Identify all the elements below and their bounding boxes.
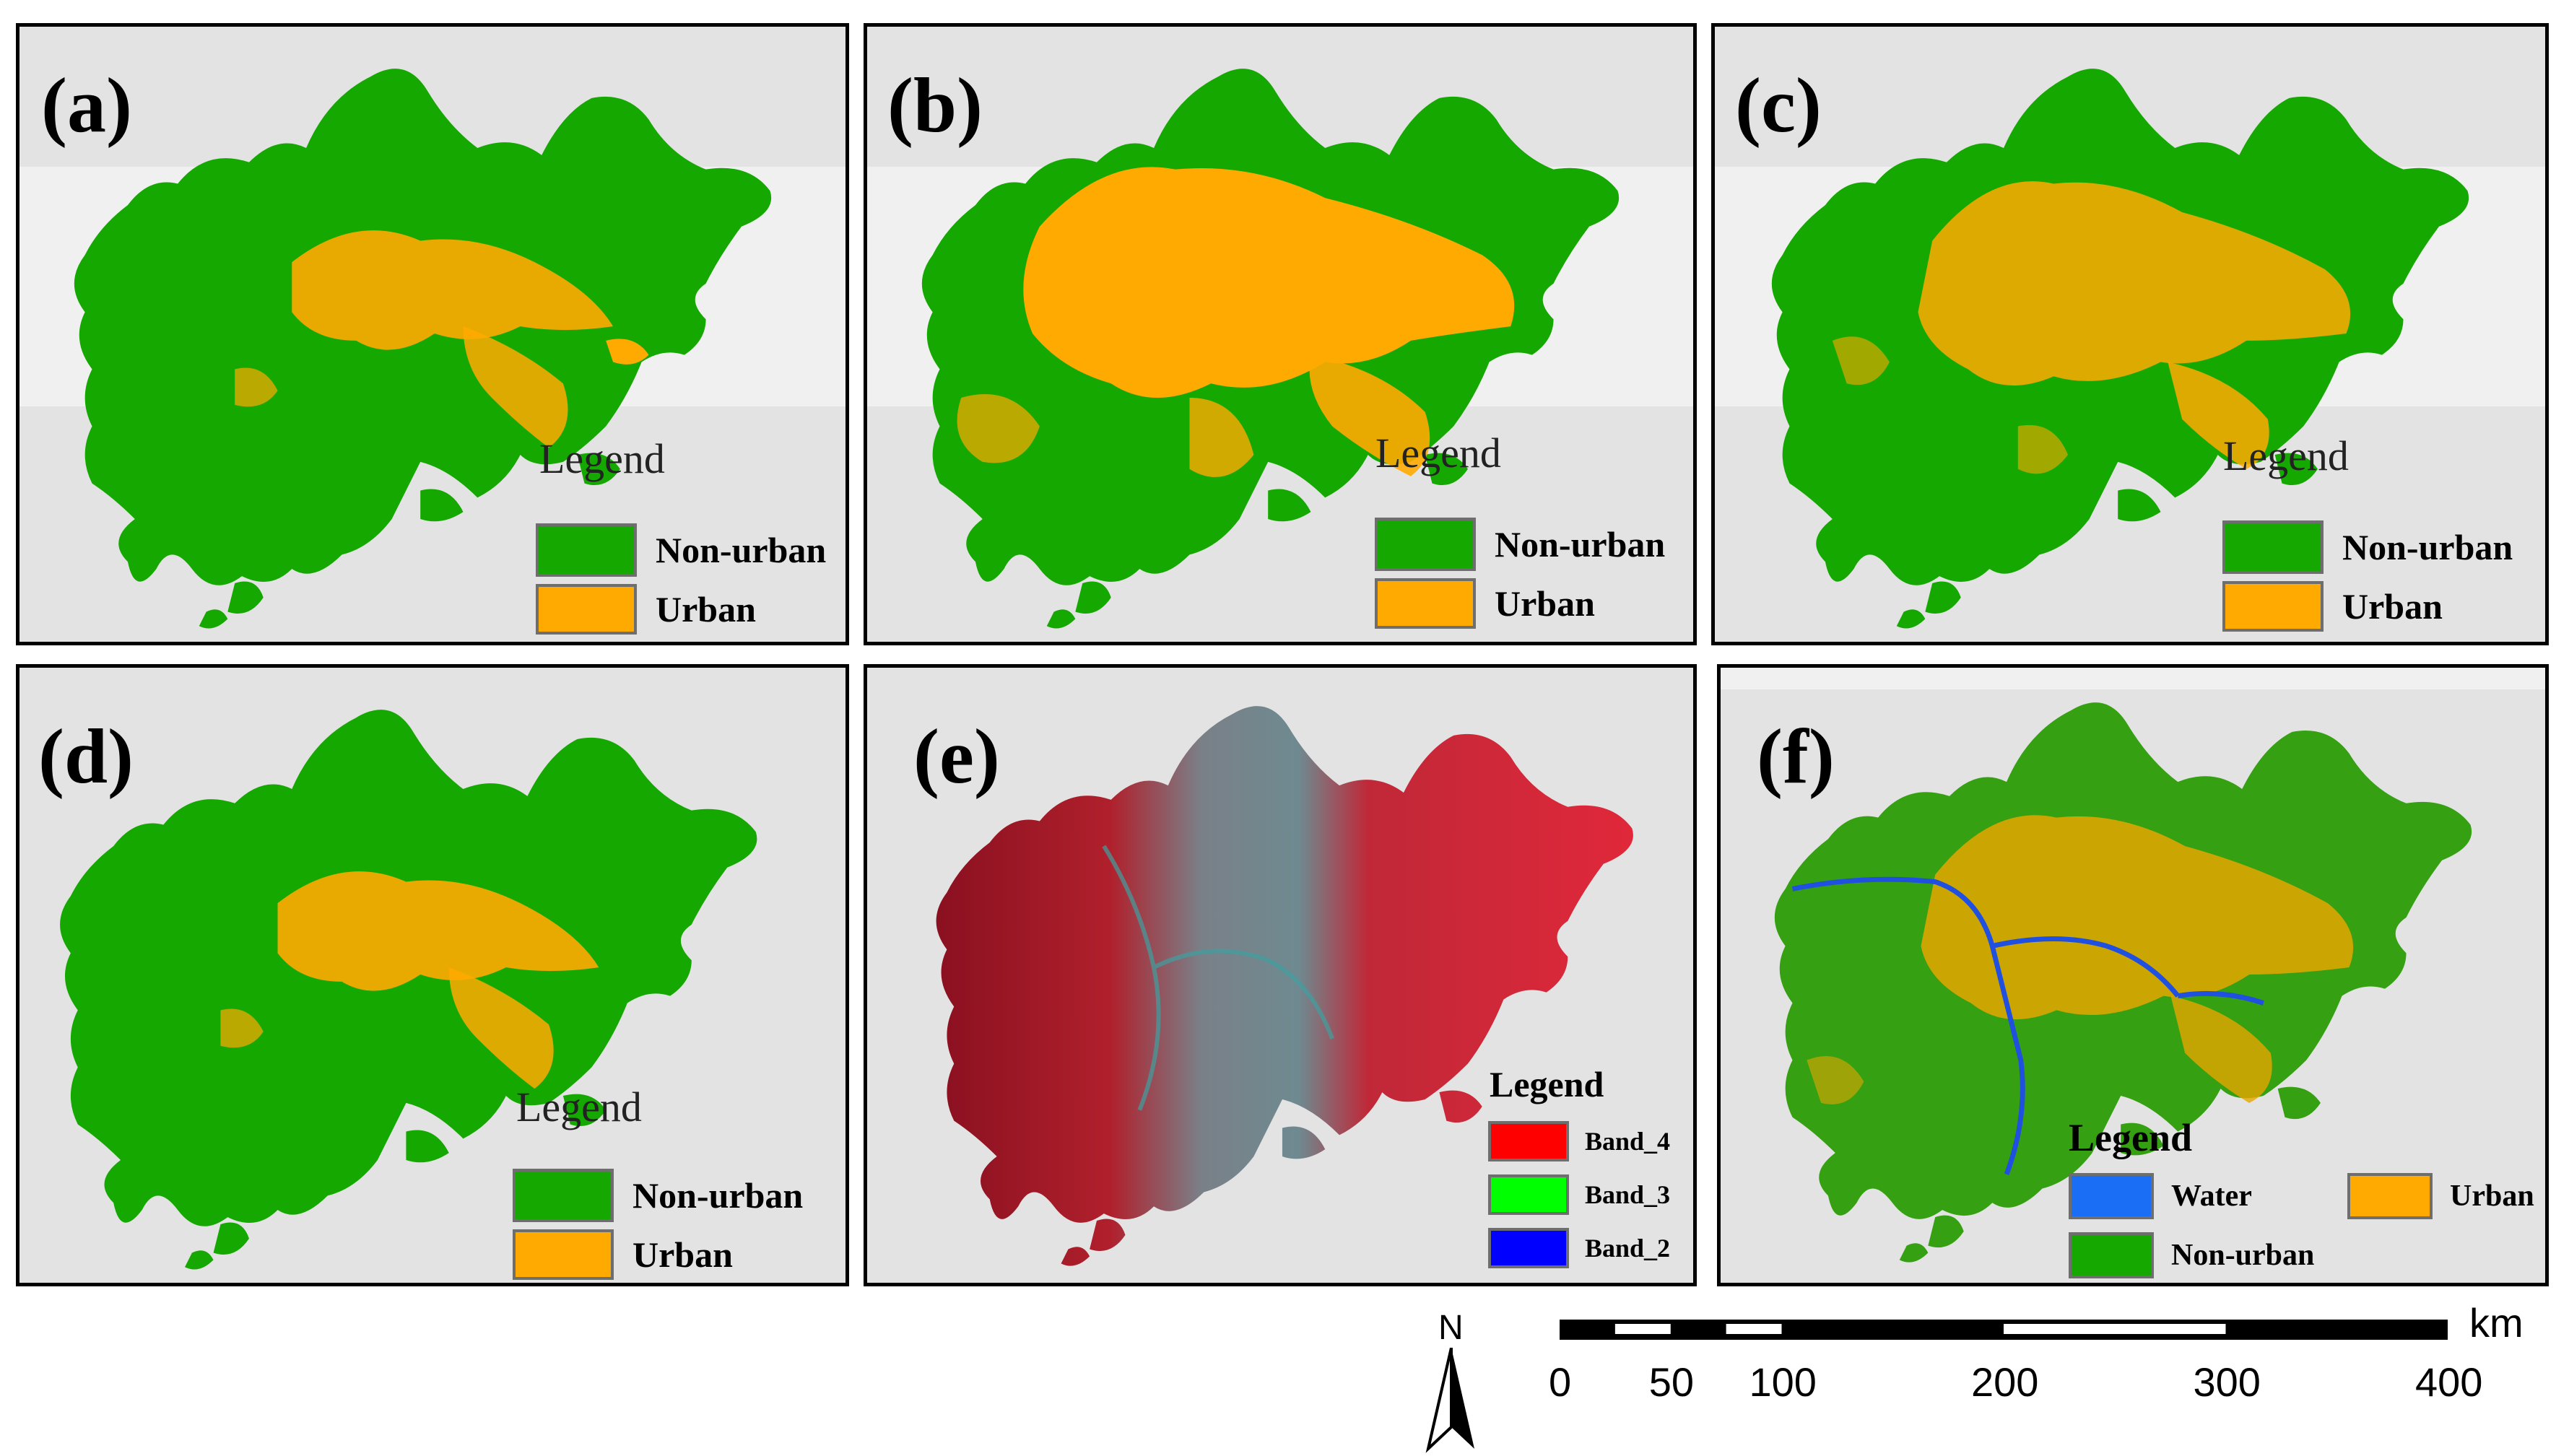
legend: Legend bbox=[2223, 435, 2349, 477]
background-band bbox=[1721, 668, 2545, 689]
legend-swatch-urban bbox=[536, 584, 637, 635]
map-panel-b: (b) Legend Non-urban Urban bbox=[864, 23, 1697, 645]
legend-item-non-urban: Non-urban bbox=[2222, 520, 2513, 574]
legend-item-band-2: Band_2 bbox=[1488, 1228, 1670, 1268]
legend-swatch-urban bbox=[1375, 578, 1476, 629]
legend: Legend bbox=[2069, 1118, 2192, 1157]
legend-label: Urban bbox=[633, 1234, 733, 1275]
region-map bbox=[60, 710, 757, 1270]
scale-bar-segment bbox=[2004, 1324, 2226, 1334]
legend-item-water: Water bbox=[2069, 1173, 2252, 1219]
legend-label: Water bbox=[2171, 1180, 2252, 1213]
legend-swatch-urban bbox=[2347, 1173, 2433, 1219]
legend-item-non-urban: Non-urban bbox=[1375, 518, 1665, 571]
legend-label: Urban bbox=[2342, 586, 2443, 627]
legend: Legend bbox=[1490, 1066, 1604, 1102]
legend-swatch-non-urban bbox=[536, 523, 637, 577]
legend-title: Legend bbox=[539, 435, 665, 482]
scale-bar-segment bbox=[1614, 1324, 1671, 1334]
panel-label: (a) bbox=[41, 63, 132, 149]
map-panel-f: (f) Legend Water Urban Non-urban bbox=[1717, 664, 2549, 1286]
legend-label: Non-urban bbox=[2342, 527, 2513, 567]
panel-label: (f) bbox=[1757, 714, 1835, 800]
legend-label: Non-urban bbox=[656, 530, 827, 570]
legend-item-urban: Urban bbox=[536, 584, 756, 635]
scale-tick-label: 300 bbox=[2193, 1359, 2261, 1405]
urban-area bbox=[235, 230, 649, 448]
legend-title: Legend bbox=[516, 1084, 642, 1130]
legend-title: Legend bbox=[1375, 430, 1501, 476]
legend: Legend bbox=[1375, 432, 1501, 474]
legend-swatch-band-2 bbox=[1488, 1228, 1569, 1268]
scale-bar-graphic bbox=[1560, 1320, 2448, 1340]
urban-area bbox=[1807, 815, 2354, 1104]
legend-label: Urban bbox=[1495, 583, 1595, 624]
north-arrow: N bbox=[1422, 1308, 1480, 1453]
legend-label: Non-urban bbox=[1495, 524, 1666, 564]
river-network bbox=[1102, 845, 1334, 1111]
legend-title: Legend bbox=[2069, 1116, 2193, 1159]
legend-label: Urban bbox=[2450, 1180, 2534, 1213]
panel-label: (b) bbox=[887, 63, 983, 149]
legend-item-non-urban: Non-urban bbox=[536, 523, 826, 577]
region-map bbox=[921, 69, 1620, 629]
legend-label: Non-urban bbox=[2171, 1239, 2315, 1272]
legend-swatch-water bbox=[2069, 1173, 2154, 1219]
region-map bbox=[1771, 69, 2469, 629]
legend-swatch-band-4 bbox=[1488, 1121, 1569, 1161]
legend-swatch-urban bbox=[513, 1229, 614, 1280]
north-arrow-icon bbox=[1425, 1348, 1474, 1453]
map-panel-d: (d) Legend Non-urban Urban bbox=[16, 664, 849, 1286]
legend: Legend bbox=[516, 1086, 642, 1128]
legend-label: Urban bbox=[656, 589, 756, 629]
panel-label: (d) bbox=[38, 714, 134, 800]
false-color-image bbox=[936, 706, 1633, 1266]
legend-item-urban: Urban bbox=[1375, 578, 1595, 629]
map-panel-c: (c) Legend Non-urban Urban bbox=[1711, 23, 2549, 645]
legend-swatch-non-urban bbox=[2222, 520, 2324, 574]
urban-area bbox=[957, 167, 1515, 477]
legend-label: Band_2 bbox=[1585, 1234, 1671, 1263]
legend-title: Legend bbox=[2223, 432, 2349, 479]
panel-label: (c) bbox=[1735, 63, 1822, 149]
map-panel-e: (e) Legend Band_4 Band_3 Band_2 bbox=[864, 664, 1697, 1286]
legend-label: Non-urban bbox=[633, 1175, 804, 1216]
region-map bbox=[74, 69, 772, 629]
panel-label: (e) bbox=[913, 714, 1000, 800]
region-map bbox=[1774, 702, 2472, 1263]
legend-title: Legend bbox=[1490, 1064, 1604, 1104]
scale-tick-label: 200 bbox=[1971, 1359, 2039, 1405]
scale-bar-segment bbox=[1726, 1324, 1782, 1334]
legend-swatch-non-urban bbox=[513, 1169, 614, 1222]
legend-swatch-non-urban bbox=[2069, 1232, 2154, 1278]
urban-area bbox=[1832, 181, 2351, 474]
scale-bar: 0 50 100 200 300 400 km bbox=[1408, 1299, 2563, 1452]
scale-unit: km bbox=[2469, 1300, 2524, 1346]
legend-label: Band_4 bbox=[1585, 1127, 1671, 1156]
legend-label: Band_3 bbox=[1585, 1180, 1671, 1209]
urban-area bbox=[220, 871, 599, 1089]
legend-item-urban: Urban bbox=[513, 1229, 733, 1280]
scale-tick-label: 0 bbox=[1549, 1359, 1572, 1405]
map-panel-a: (a) Legend Non-urban Urban bbox=[16, 23, 849, 645]
legend-item-non-urban: Non-urban bbox=[2069, 1232, 2314, 1278]
legend-swatch-non-urban bbox=[1375, 518, 1476, 571]
scale-tick-label: 400 bbox=[2415, 1359, 2483, 1405]
scale-tick-label: 50 bbox=[1648, 1359, 1695, 1405]
legend-item-non-urban: Non-urban bbox=[513, 1169, 803, 1222]
water-network bbox=[1791, 876, 2264, 1175]
scale-tick-label: 100 bbox=[1749, 1359, 1817, 1405]
legend-item-urban: Urban bbox=[2347, 1173, 2534, 1219]
legend-swatch-band-3 bbox=[1488, 1174, 1569, 1215]
legend-item-urban: Urban bbox=[2222, 581, 2443, 632]
legend: Legend bbox=[539, 438, 665, 480]
legend-item-band-4: Band_4 bbox=[1488, 1121, 1670, 1161]
legend-swatch-urban bbox=[2222, 581, 2324, 632]
legend-item-band-3: Band_3 bbox=[1488, 1174, 1670, 1215]
north-label: N bbox=[1438, 1309, 1464, 1347]
